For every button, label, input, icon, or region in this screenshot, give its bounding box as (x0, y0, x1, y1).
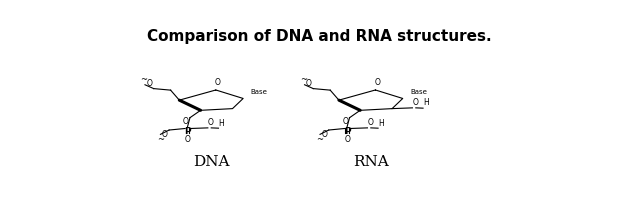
Text: Base: Base (410, 89, 427, 95)
Text: H: H (423, 98, 429, 107)
Text: H: H (218, 119, 224, 128)
Text: P: P (184, 127, 191, 136)
Text: ~: ~ (316, 135, 323, 144)
Text: DNA: DNA (193, 155, 229, 169)
Text: O: O (342, 117, 348, 126)
Text: O: O (208, 118, 214, 127)
Text: ~: ~ (157, 135, 164, 144)
Text: O: O (183, 117, 188, 126)
Text: O: O (321, 130, 328, 139)
Text: O: O (306, 79, 312, 88)
Text: O: O (147, 79, 152, 88)
Text: RNA: RNA (353, 155, 389, 169)
Text: H: H (378, 119, 384, 128)
Text: O: O (162, 130, 168, 139)
Text: P: P (344, 127, 351, 136)
Text: ~: ~ (140, 75, 147, 84)
Text: ~: ~ (300, 75, 307, 84)
Text: O: O (215, 78, 221, 87)
Text: O: O (185, 135, 190, 144)
Text: O: O (412, 98, 418, 107)
Text: O: O (368, 118, 373, 127)
Text: Comparison of DNA and RNA structures.: Comparison of DNA and RNA structures. (147, 29, 492, 44)
Text: Base: Base (250, 89, 267, 95)
Text: O: O (374, 78, 380, 87)
Text: O: O (344, 135, 350, 144)
